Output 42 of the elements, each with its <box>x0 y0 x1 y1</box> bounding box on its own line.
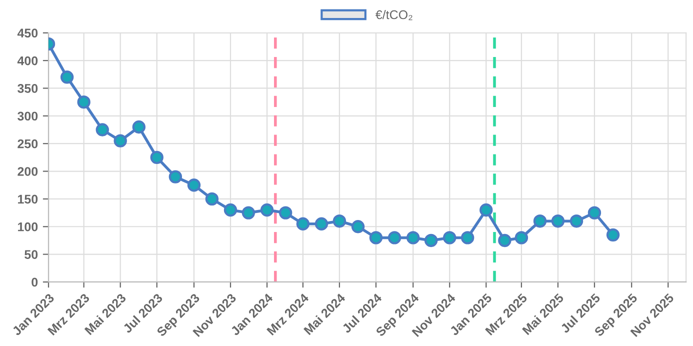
point <box>369 231 383 244</box>
y-tick-label: 50 <box>24 250 38 259</box>
y-tick-label: 450 <box>17 28 38 38</box>
point <box>588 206 602 220</box>
point <box>460 231 474 244</box>
point <box>314 217 328 230</box>
point <box>242 206 256 220</box>
point <box>260 203 274 217</box>
point <box>168 170 182 184</box>
point <box>498 234 512 248</box>
point <box>332 214 346 228</box>
y-tick-label: 0 <box>32 278 38 287</box>
point <box>60 70 74 84</box>
y-tick-label: 150 <box>18 194 38 204</box>
point <box>551 214 565 228</box>
point <box>187 178 201 192</box>
point <box>406 231 420 244</box>
point <box>278 206 292 220</box>
point <box>224 203 238 217</box>
point <box>150 150 164 164</box>
y-tick-label: 250 <box>18 139 38 148</box>
point <box>77 95 90 109</box>
point <box>132 120 146 134</box>
y-tick-label: 100 <box>18 222 38 232</box>
point <box>114 134 127 148</box>
point <box>388 231 402 244</box>
point <box>480 203 493 217</box>
legend-label: €/tCO₂ <box>376 10 412 20</box>
y-tick-label: 400 <box>17 56 38 66</box>
point <box>570 214 584 228</box>
point <box>606 228 620 242</box>
point <box>424 234 438 248</box>
point <box>443 231 456 244</box>
y-tick-label: 200 <box>18 167 38 176</box>
point <box>533 214 547 228</box>
y-tick-label: 350 <box>18 84 38 93</box>
point <box>96 123 109 136</box>
point <box>205 192 219 206</box>
y-tick-label: 300 <box>18 112 38 121</box>
point <box>514 231 528 244</box>
point <box>351 220 365 234</box>
point <box>296 217 310 230</box>
